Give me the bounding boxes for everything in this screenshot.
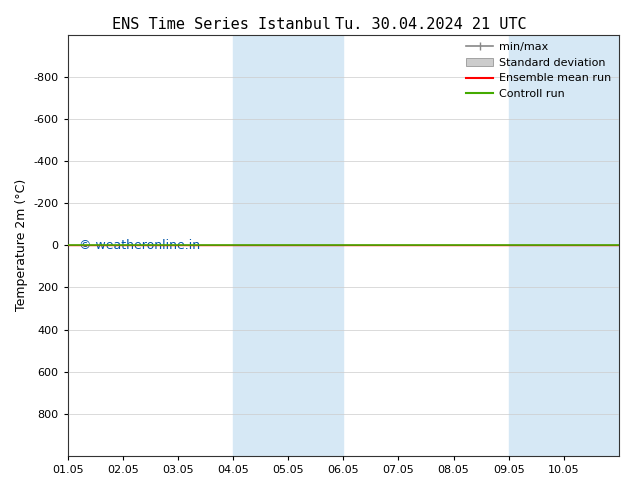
Legend: min/max, Standard deviation, Ensemble mean run, Controll run: min/max, Standard deviation, Ensemble me… (461, 38, 616, 103)
Text: © weatheronline.in: © weatheronline.in (79, 239, 200, 252)
Y-axis label: Temperature 2m (°C): Temperature 2m (°C) (15, 179, 28, 312)
Bar (508, 35, 619, 456)
Bar (233, 35, 344, 456)
Text: Tu. 30.04.2024 21 UTC: Tu. 30.04.2024 21 UTC (335, 17, 527, 32)
Text: ENS Time Series Istanbul: ENS Time Series Istanbul (112, 17, 332, 32)
